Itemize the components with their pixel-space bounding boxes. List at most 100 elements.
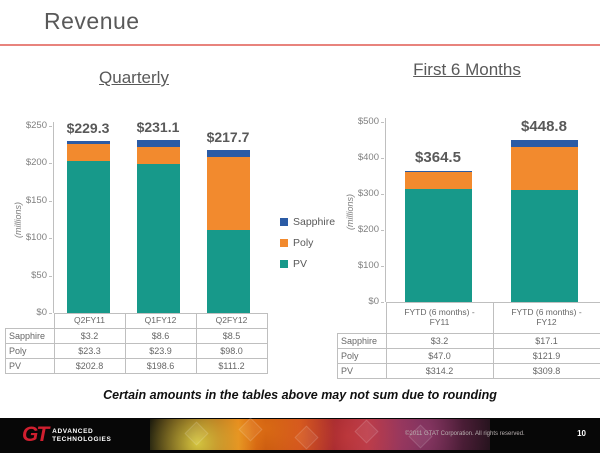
y-axis-tick-mark [49,238,52,240]
table-cell: $198.6 [124,358,197,374]
table-cell: $202.8 [53,358,126,374]
y-axis-line [385,118,386,302]
table-row: PV $314.2 $309.8 [337,363,600,379]
legend-item-sapphire: Sapphire [280,216,335,228]
table-row-label: Poly [5,343,55,359]
bar-segment-sapphire [510,140,578,147]
legend-label: Poly [293,237,314,249]
y-axis-tick-mark [381,194,384,195]
table-row: Poly $47.0 $121.9 [337,348,600,364]
y-axis-tick-label: $0 [368,296,379,307]
bar-segment-poly [66,143,110,162]
table-cell: $47.0 [385,348,494,364]
y-axis-tick-label: $50 [31,269,47,281]
footer-bar: GT ADVANCED TECHNOLOGIES ©2011 GTAT Corp… [0,417,600,453]
table-row-label: PV [337,363,387,379]
first-6-months-chart: First 6 Months (millions) $500 $400 $300 $200… [337,60,600,379]
bar-segment-poly [510,146,578,191]
y-axis-tick-mark [381,122,384,123]
legend-label: Sapphire [293,216,336,228]
copyright-text: ©2011 GTAT Corporation. All rights reser… [405,431,525,437]
rounding-footnote: Certain amounts in the tables above may … [103,388,497,402]
bar-total-label: $217.7 [206,129,250,146]
gt-advanced-technologies-logo: GT ADVANCED TECHNOLOGIES [22,424,111,445]
y-axis-tick-label: $250 [25,120,47,131]
table-row: Sapphire $3.2 $8.6 $8.5 [5,328,268,344]
bar-segment-pv [510,190,578,302]
footer-cube-decoration [294,425,319,450]
bar-segment-pv [404,188,472,302]
y-axis-tick-mark [381,158,384,159]
table-cell: $8.6 [124,328,197,344]
bar-segment-poly [206,156,250,230]
legend-swatch [280,260,288,268]
chart-legend: Sapphire Poly PV [280,216,335,279]
legend-item-pv: PV [280,258,335,270]
table-cell: $314.2 [385,363,494,379]
table-row-label: PV [5,358,55,374]
y-axis-tick-mark [381,302,384,303]
table-row-label: Sapphire [337,333,387,349]
table-cell: $309.8 [492,363,600,379]
table-cell: $121.9 [492,348,600,364]
chart-data-table: FYTD (6 months) - FY11 FYTD (6 months) - … [337,302,600,379]
title-underline [0,44,600,46]
bar-segment-pv [66,161,110,313]
quarterly-chart: Quarterly (millions) $250 $200 $150 $100 $50 $0… [5,68,268,374]
table-cell: $3.2 [53,328,126,344]
table-cell: $98.0 [195,343,268,359]
table-row-label: Poly [337,348,387,364]
y-axis-tick-label: $100 [357,260,379,271]
legend-item-poly: Poly [280,237,335,249]
y-axis-tick-label: $100 [25,232,47,244]
y-axis-tick-mark [381,230,384,231]
y-axis-tick-label: $400 [357,152,379,163]
table-cell: $23.3 [53,343,126,359]
bar-segment-sapphire [136,140,180,147]
legend-label: PV [293,258,308,270]
table-header-cell: Q2FY12 [195,313,268,329]
table-cell: $23.9 [124,343,197,359]
table-corner-cell [6,314,55,329]
y-axis-tick-label: $300 [357,188,379,199]
table-row: Sapphire $3.2 $17.1 [337,333,600,349]
bar-segment-poly [404,171,472,189]
page-number: 10 [577,429,586,438]
chart-title: First 6 Months [413,60,521,79]
table-header-cell: Q1FY12 [124,313,197,329]
bar-total-label: $229.3 [66,120,110,137]
y-axis-tick-label: $200 [25,157,47,169]
bar-total-label: $364.5 [415,148,461,166]
page-title: Revenue [44,8,140,34]
y-axis-tick-mark [381,266,384,267]
table-cell: $17.1 [492,333,600,349]
table-header-cell: FYTD (6 months) - FY11 [385,302,494,334]
bar-segment-pv [136,164,180,313]
bar-segment-sapphire [404,170,472,172]
table-cell: $3.2 [385,333,494,349]
bar-total-label: $448.8 [521,118,567,136]
bar-segment-poly [136,146,180,165]
y-axis-tick-mark [49,126,52,127]
y-axis-tick-mark [49,200,52,202]
table-corner-cell [338,303,387,334]
y-axis-label: (millions) [13,201,23,238]
y-axis-tick-label: $0 [36,307,47,318]
table-header-cell: FYTD (6 months) - FY12 [492,302,600,334]
table-cell: $8.5 [195,328,268,344]
gt-logo-mark: GT [22,423,49,446]
footer-cube-decoration [184,421,209,446]
bar-segment-sapphire [66,141,110,144]
y-axis-tick-mark [49,313,52,314]
y-axis-tick-mark [49,275,52,277]
footer-pattern [150,417,490,450]
bar-total-label: $231.1 [136,119,180,136]
chart-data-table: Q2FY11 Q1FY12 Q2FY12 Sapphire $3.2 $8.6 $8.5 Po… [5,313,268,374]
legend-swatch [280,218,288,226]
footer-cube-decoration [238,417,263,442]
footer-cube-decoration [354,419,379,444]
table-header-row: FYTD (6 months) - FY11 FYTD (6 months) - … [338,302,600,334]
table-row: Poly $23.3 $23.9 $98.0 [5,343,268,359]
table-header-cell: Q2FY11 [53,313,126,329]
